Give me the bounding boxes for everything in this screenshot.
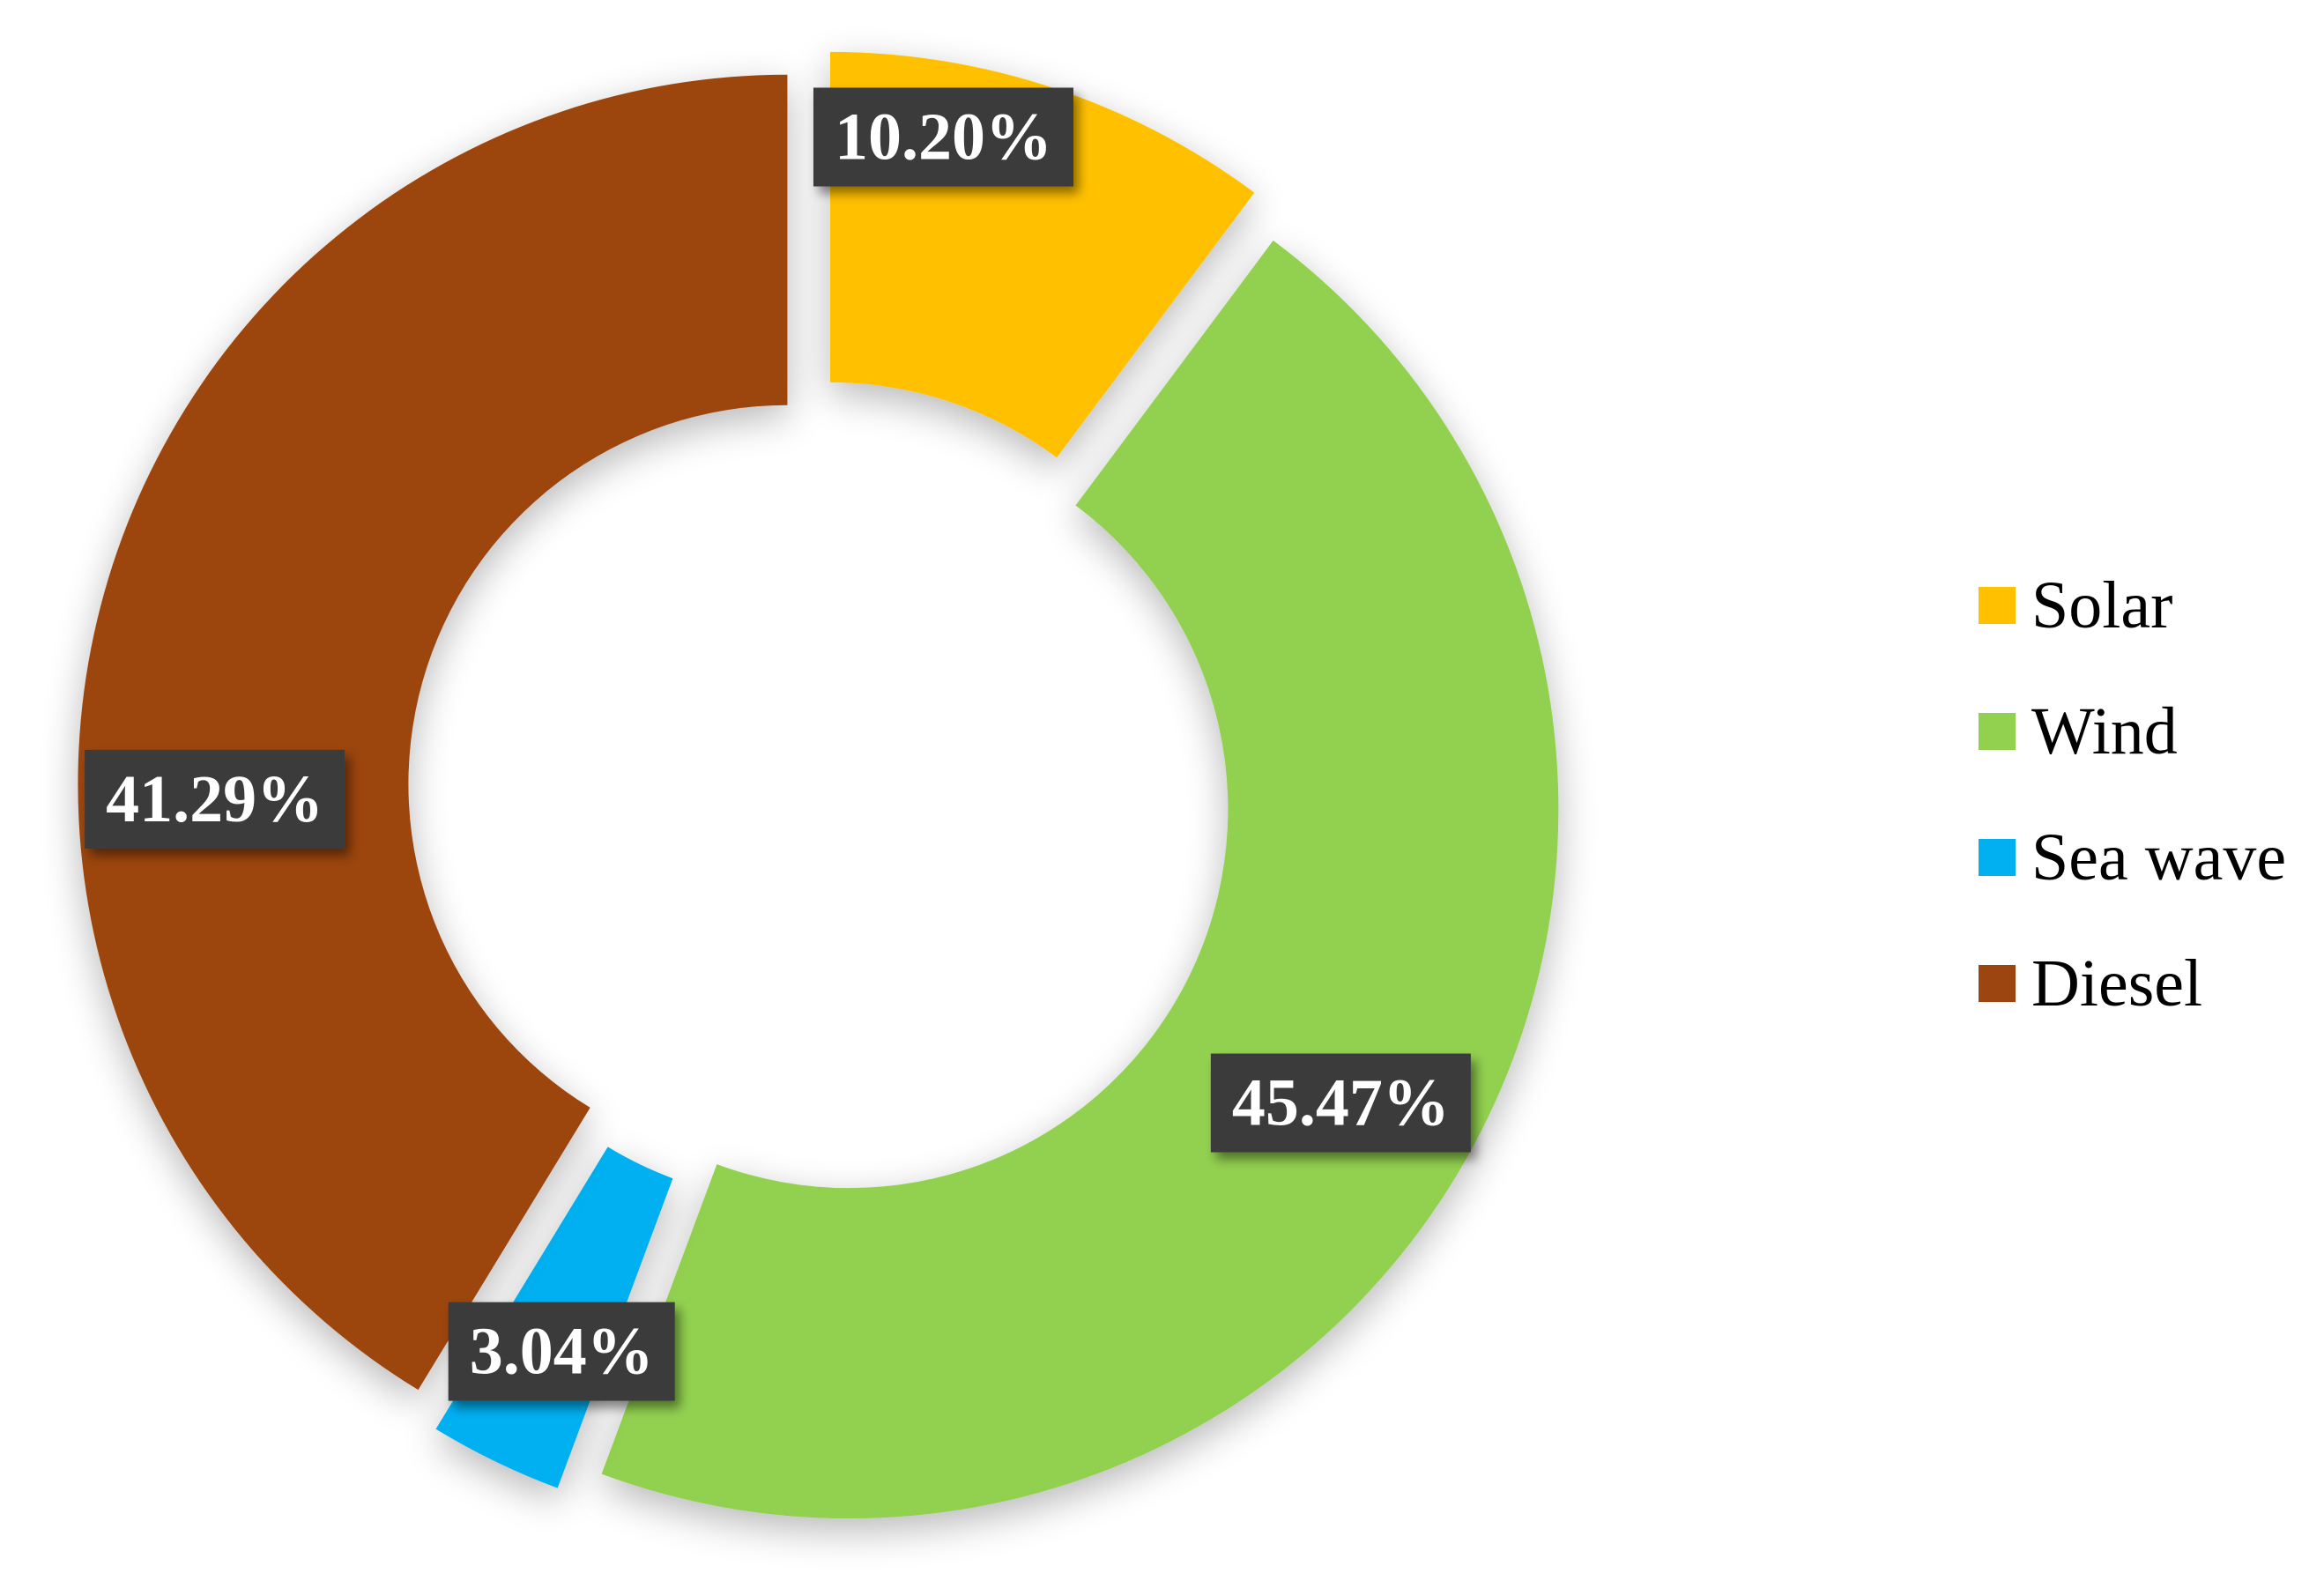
legend-swatch-sea-wave bbox=[1979, 838, 2016, 876]
data-label-text-sea-wave: 3.04% bbox=[470, 1315, 654, 1389]
data-label-solar: 10.20% bbox=[813, 87, 1073, 187]
legend-swatch-diesel bbox=[1979, 964, 2016, 1002]
slice-diesel bbox=[78, 74, 788, 1391]
data-label-text-wind: 45.47% bbox=[1232, 1066, 1450, 1140]
legend-item-solar: Solar bbox=[1979, 542, 2286, 668]
legend-item-wind: Wind bbox=[1979, 668, 2286, 794]
legend-item-sea-wave: Sea wave bbox=[1979, 794, 2286, 920]
donut-slices bbox=[78, 51, 1559, 1519]
legend: Solar Wind Sea wave Diesel bbox=[1979, 542, 2286, 1046]
data-label-box-wind bbox=[1210, 1053, 1471, 1153]
legend-label-sea-wave: Sea wave bbox=[2031, 820, 2287, 894]
legend-label-solar: Solar bbox=[2031, 568, 2173, 642]
data-labels: 10.20% 45.47% 3.04% 41.29% bbox=[85, 87, 1471, 1401]
data-label-wind: 45.47% bbox=[1210, 1053, 1471, 1153]
slice-wind bbox=[601, 240, 1559, 1519]
legend-label-diesel: Diesel bbox=[2031, 946, 2203, 1020]
data-label-box-sea-wave bbox=[448, 1302, 675, 1401]
data-label-diesel: 41.29% bbox=[85, 749, 345, 849]
data-label-text-solar: 10.20% bbox=[835, 100, 1052, 174]
data-label-sea-wave: 3.04% bbox=[448, 1302, 675, 1401]
legend-swatch-wind bbox=[1979, 712, 2016, 750]
data-label-text-diesel: 41.29% bbox=[106, 762, 323, 836]
data-label-box-solar bbox=[813, 87, 1073, 187]
legend-label-wind: Wind bbox=[2031, 694, 2178, 768]
legend-item-diesel: Diesel bbox=[1979, 920, 2286, 1046]
data-label-box-diesel bbox=[85, 749, 345, 849]
legend-swatch-solar bbox=[1979, 586, 2016, 624]
